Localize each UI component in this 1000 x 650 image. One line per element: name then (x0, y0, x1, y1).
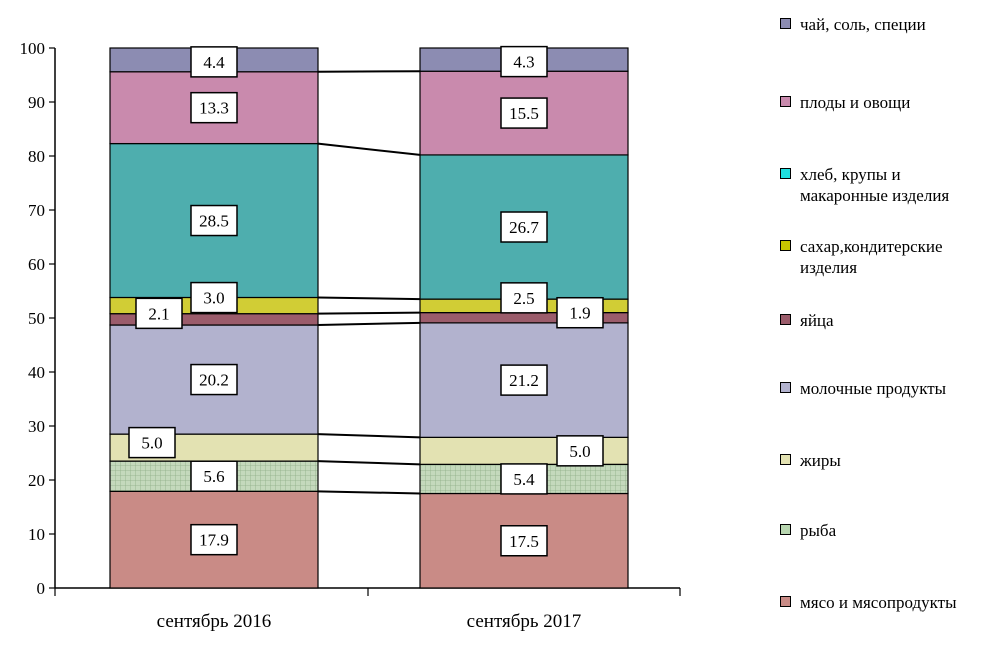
y-tick-label: 90 (28, 93, 45, 112)
data-label: 26.7 (509, 218, 539, 237)
legend-swatch (780, 96, 791, 107)
x-category-label: сентябрь 2016 (157, 611, 272, 632)
data-label-box (190, 523, 238, 556)
data-label: 4.3 (513, 53, 534, 72)
y-tick-label: 50 (28, 309, 45, 328)
y-tick-label: 30 (28, 417, 45, 436)
y-tick-label: 0 (37, 579, 46, 598)
data-label-box (190, 204, 238, 237)
data-label: 4.4 (203, 53, 225, 72)
data-label: 5.6 (203, 467, 224, 486)
legend-label: жиры (800, 451, 841, 470)
data-label: 5.0 (569, 442, 590, 461)
data-label: 15.5 (509, 104, 539, 123)
y-tick-label: 100 (20, 39, 46, 58)
legend-item-bread-cereals-pasta: хлеб, крупы и макаронные изделия (780, 164, 949, 206)
connector-line (317, 142, 421, 156)
data-label: 5.4 (513, 470, 535, 489)
legend-item-tea-salt-spices: чай, соль, специи (780, 14, 926, 35)
data-label-box (500, 463, 548, 495)
data-label: 2.1 (148, 304, 169, 323)
legend-label: чай, соль, специи (800, 15, 926, 34)
connector-line (317, 70, 421, 73)
data-label: 2.5 (513, 289, 534, 308)
legend-label: молочные продукты (800, 379, 947, 398)
connector-line (317, 460, 421, 466)
legend-label: плоды и овощи (800, 93, 911, 112)
data-label: 28.5 (199, 212, 229, 231)
data-label: 3.0 (203, 289, 224, 308)
data-label-box (190, 46, 238, 78)
legend-swatch (780, 314, 791, 325)
legend-swatch (780, 18, 791, 29)
data-label-box (556, 296, 604, 329)
legend-swatch (780, 596, 791, 607)
data-label-box (500, 282, 548, 314)
data-label-box (500, 45, 548, 78)
y-tick-label: 20 (28, 471, 45, 490)
legend-item-fruits-vegetables: плоды и овощи (780, 92, 910, 113)
data-label: 21.2 (509, 371, 539, 390)
legend-item-sugar-confectionery: сахар,кондитерские изделия (780, 236, 943, 278)
legend-label: сахар,кондитерские изделия (800, 237, 943, 277)
data-label-box (500, 97, 548, 129)
data-label: 17.5 (509, 532, 539, 551)
legend-label: хлеб, крупы и макаронные изделия (800, 165, 950, 205)
data-label-box (500, 364, 548, 396)
connector-line (317, 296, 421, 301)
legend-item-fats: жиры (780, 450, 841, 471)
data-label-box (190, 363, 238, 396)
connector-line (317, 490, 421, 495)
legend-label: мясо и мясопродукты (800, 593, 957, 612)
legend-swatch (780, 240, 791, 251)
legend-item-dairy-products: молочные продукты (780, 378, 946, 399)
legend-item-fish: рыба (780, 520, 836, 541)
y-tick-label: 70 (28, 201, 45, 220)
data-label-box (128, 426, 176, 459)
data-label-box (556, 435, 604, 467)
connector-line (317, 321, 421, 327)
legend-item-eggs: яйца (780, 310, 834, 331)
legend-item-meat-products: мясо и мясопродукты (780, 592, 957, 613)
data-label-box (190, 281, 238, 314)
connector-line (317, 311, 421, 315)
legend-swatch (780, 454, 791, 465)
legend-swatch (780, 382, 791, 393)
y-tick-label: 60 (28, 255, 45, 274)
y-tick-label: 40 (28, 363, 45, 382)
data-label-box (500, 211, 548, 243)
data-label: 20.2 (199, 371, 229, 390)
x-category-label: сентябрь 2017 (467, 611, 582, 632)
data-label: 17.9 (199, 531, 229, 550)
data-label-box (500, 525, 548, 557)
legend-label: рыба (800, 521, 837, 540)
y-tick-label: 10 (28, 525, 45, 544)
connector-line (317, 433, 421, 439)
data-label-box (190, 460, 238, 492)
data-label: 13.3 (199, 99, 229, 118)
data-label-box (190, 91, 238, 124)
legend-label: яйца (800, 311, 834, 330)
data-label-box (135, 297, 183, 330)
legend-swatch (780, 168, 791, 179)
data-label: 1.9 (569, 304, 590, 323)
data-label: 5.0 (141, 434, 162, 453)
legend-swatch (780, 524, 791, 535)
y-tick-label: 80 (28, 147, 45, 166)
